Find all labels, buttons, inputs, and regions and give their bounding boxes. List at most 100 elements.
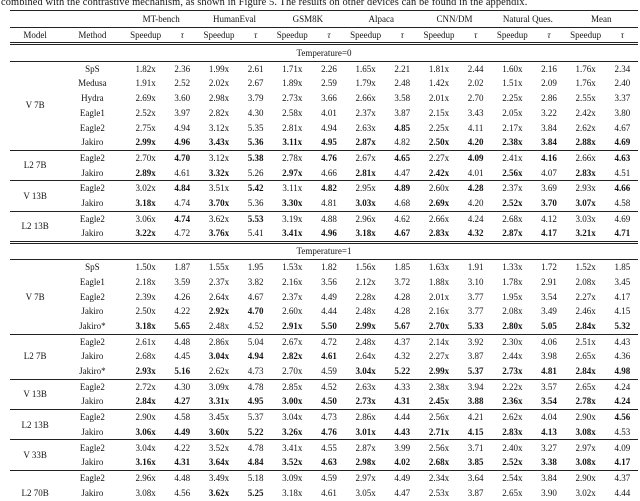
tau-value: 4.73 <box>313 409 345 425</box>
speedup-value: 2.68x <box>135 351 156 362</box>
speedup-value: 2.60x <box>417 180 461 196</box>
tau-value: 4.51 <box>614 167 631 178</box>
tau-value: 3.43 <box>467 107 484 118</box>
tau-value: 3.54 <box>541 396 557 407</box>
speedup-value: 2.48x <box>208 321 230 332</box>
tau-value: 3.84 <box>541 137 557 148</box>
speedup-value: 2.86x <box>197 333 241 350</box>
speedup-value: 2.14x <box>417 333 461 350</box>
table-row: V 13B Eagle2 3.02x 4.84 3.51x 5.42 3.11x 4.82 2.… <box>10 180 638 212</box>
speedup-value: 1.76x <box>564 60 607 77</box>
tau-value: 4.56 <box>606 409 638 425</box>
method-cell: Eagle2 <box>60 210 125 227</box>
table-row: Eagle1 2.52x 3.97 2.82x 4.30 2.58x 4.01 2.37x 3.… <box>10 106 638 121</box>
tau-value: 2.52 <box>174 78 191 89</box>
speedup-value: 2.65x <box>502 487 523 498</box>
tau-value: 2.40 <box>614 78 631 89</box>
table-row: V 7B SpS 1.82x 2.36 1.99x 2.61 1.71x 2.26 1.65x 2… <box>10 60 638 151</box>
tau-value: 5.67 <box>394 321 411 332</box>
method-cell: Eagle2 <box>60 409 125 425</box>
tau-value: 5.26 <box>247 167 264 178</box>
tau-value: 2.86 <box>541 93 557 104</box>
table-row: Eagle1 2.18x 3.59 2.37x 3.82 2.16x 3.56 2.12x 3.… <box>10 275 638 290</box>
table-row: Eagle2 2.75x 4.94 3.12x 5.35 2.81x 4.94 2.63x 4.… <box>10 120 638 135</box>
speedup-value: 2.15x <box>428 107 450 118</box>
tau-value: 4.82 <box>313 180 345 196</box>
method-cell: Medusa <box>78 78 107 89</box>
speedup-value: 2.90x <box>124 409 167 425</box>
method-cell: Eagle2 <box>60 378 125 395</box>
speedup-value: 3.31x <box>208 396 230 407</box>
table-row: Jakiro 3.18x 4.74 3.70x 5.36 3.30x 4.81 3.03x 4.… <box>10 196 638 211</box>
speedup-value: 2.67x <box>344 149 387 166</box>
speedup-value: 2.41x <box>491 149 534 166</box>
method-cell: Jakiro <box>81 228 104 239</box>
model-cell: V 7B <box>10 60 61 151</box>
tau-value: 4.27 <box>174 396 191 407</box>
tau-value: 4.22 <box>166 439 198 456</box>
tau-value: 5.65 <box>174 321 191 332</box>
speedup-value: 3.18x <box>282 487 303 498</box>
tau-value: 4.17 <box>541 228 557 239</box>
tau-value: 3.77 <box>467 306 484 317</box>
col-header-speedup: Speedup <box>276 29 308 40</box>
speedup-value: 3.52x <box>197 439 241 456</box>
table-row: Jakiro 3.22x 4.72 3.76x 5.41 3.41x 4.96 3.18x 4.… <box>10 226 638 242</box>
tau-value: 4.85 <box>394 122 411 133</box>
speedup-value: 1.91x <box>135 78 156 89</box>
speedup-value: 2.87x <box>344 439 387 456</box>
speedup-value: 2.63x <box>355 122 376 133</box>
speedup-value: 2.70x <box>124 149 167 166</box>
speedup-value: 1.50x <box>124 259 167 275</box>
tau-value: 2.21 <box>386 60 418 77</box>
speedup-value: 3.04x <box>208 351 230 362</box>
speedup-value: 1.79x <box>355 78 376 89</box>
speedup-value: 2.48x <box>344 333 387 350</box>
method-cell: Jakiro <box>81 351 104 362</box>
tau-value: 3.82 <box>247 276 264 287</box>
speedup-value: 2.85x <box>271 378 314 395</box>
tau-value: 1.72 <box>533 259 565 275</box>
section-label: Temperature=0 <box>10 42 638 62</box>
speedup-value: 3.03x <box>564 210 607 227</box>
tau-value: 4.72 <box>313 333 345 350</box>
speedup-value: 2.42x <box>575 107 596 118</box>
tau-value: 1.91 <box>460 259 492 275</box>
results-table: MT-bench HumanEval GSM8K Alpaca CNN/DM N… <box>10 10 638 501</box>
table-row: L2 7B Eagle2 2.70x 4.70 3.12x 5.38 2.78x 4.76 2.… <box>10 149 638 181</box>
tau-value: 3.45 <box>614 276 631 287</box>
tau-value: 1.87 <box>166 259 198 275</box>
bench-header-gsm8k: GSM8K <box>271 10 345 28</box>
tau-value: 3.37 <box>614 93 631 104</box>
tau-value: 2.09 <box>541 78 557 89</box>
speedup-value: 2.78x <box>271 149 314 166</box>
method-cell: Eagle2 <box>60 469 125 486</box>
speedup-value: 2.83x <box>502 426 523 437</box>
speedup-value: 2.60x <box>282 306 303 317</box>
speedup-value: 2.89x <box>135 167 156 178</box>
speedup-value: 2.88x <box>575 137 596 148</box>
speedup-value: 2.56x <box>417 439 461 456</box>
speedup-value: 3.00x <box>282 396 303 407</box>
speedup-value: 2.65x <box>564 378 607 395</box>
speedup-value: 3.04x <box>124 439 167 456</box>
speedup-value: 2.58x <box>282 107 303 118</box>
tau-value: 3.64 <box>460 469 492 486</box>
method-cell: Eagle2 <box>60 149 125 166</box>
speedup-value: 2.95x <box>344 180 387 196</box>
speedup-value: 1.78x <box>502 276 523 287</box>
table-row: Medusa 1.91x 2.52 2.02x 2.67 1.89x 2.59 1.79x 2.… <box>10 76 638 91</box>
tau-value: 3.99 <box>386 439 418 456</box>
tau-value: 4.31 <box>394 396 411 407</box>
tau-value: 4.37 <box>386 333 418 350</box>
speedup-value: 2.97x <box>344 469 387 486</box>
speedup-value: 1.63x <box>417 259 461 275</box>
speedup-value: 2.51x <box>564 333 607 350</box>
tau-value: 5.18 <box>240 469 272 486</box>
speedup-value: 2.82x <box>282 351 303 362</box>
speedup-value: 2.01x <box>428 291 450 302</box>
speedup-value: 1.33x <box>491 259 534 275</box>
speedup-value: 3.01x <box>355 426 376 437</box>
tau-value: 4.76 <box>321 426 337 437</box>
